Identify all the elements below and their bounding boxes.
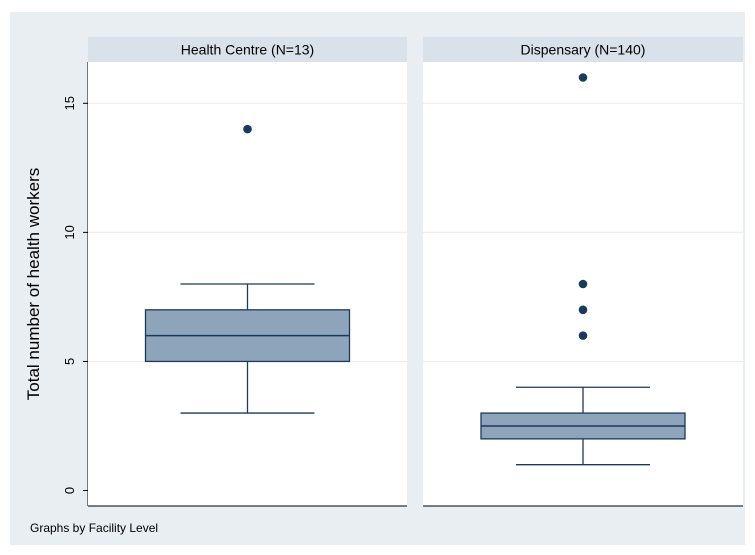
- panel-title: Health Centre (N=13): [181, 42, 314, 58]
- y-tick-label: 15: [62, 96, 77, 110]
- y-tick-label: 0: [62, 487, 77, 494]
- outlier-point: [578, 279, 588, 289]
- y-tick-label: 5: [62, 358, 77, 365]
- panel-strip: [88, 37, 407, 62]
- outlier-point: [578, 305, 588, 315]
- outlier-point: [578, 331, 588, 340]
- y-axis-title: Total number of health workers: [24, 168, 43, 400]
- y-tick-label: 10: [62, 225, 77, 239]
- panel-strip: [423, 37, 743, 62]
- outlier-point: [578, 73, 588, 82]
- graph-note: Graphs by Facility Level: [30, 521, 158, 535]
- outlier-point: [243, 124, 252, 134]
- panel-title: Dispensary (N=140): [521, 42, 646, 58]
